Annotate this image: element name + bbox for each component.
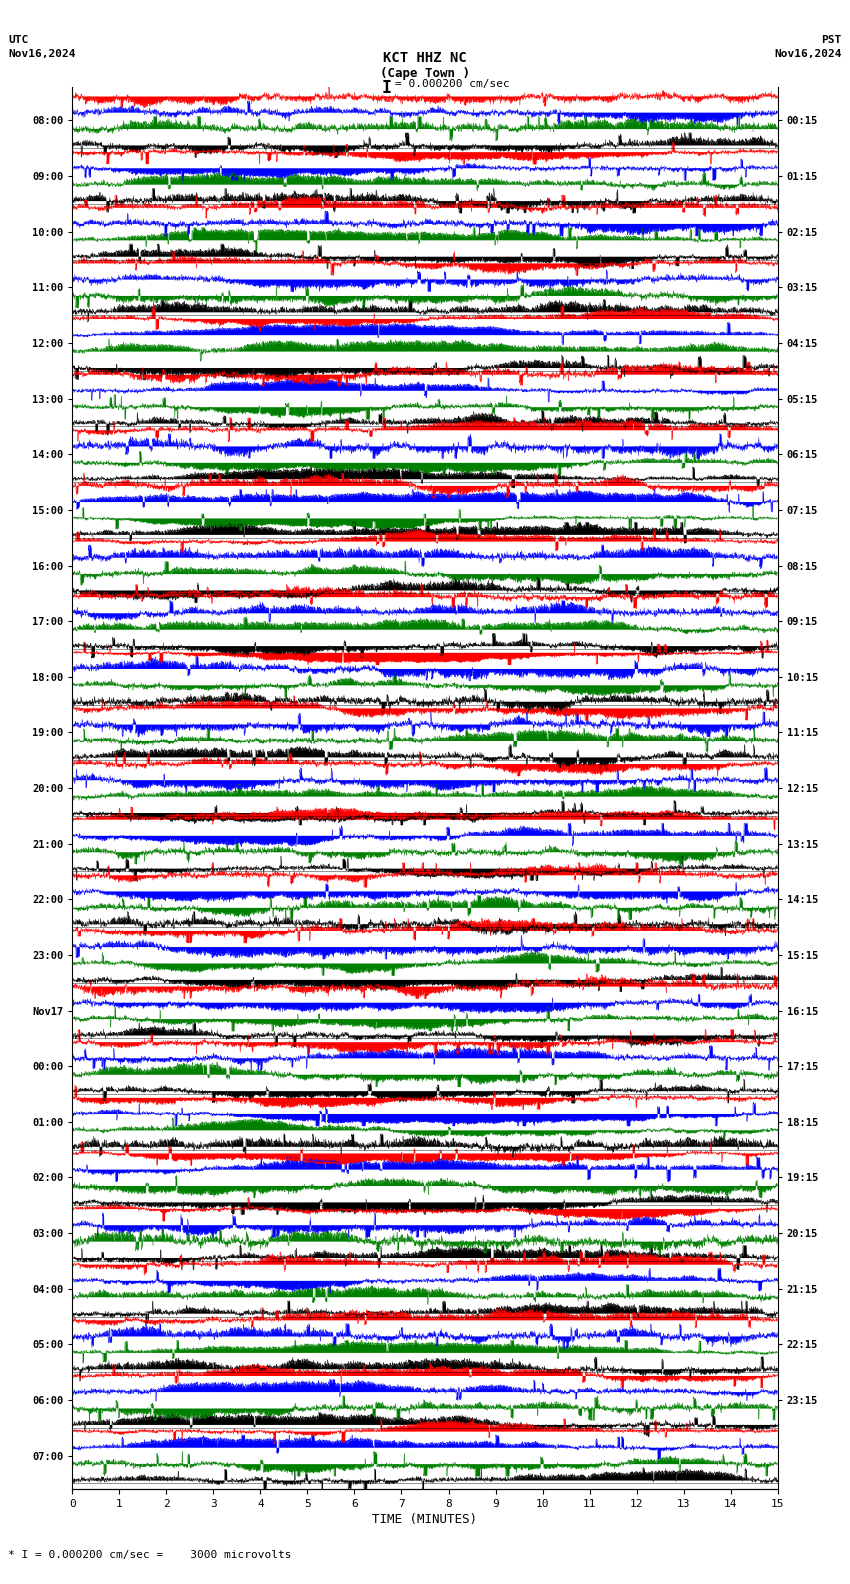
Text: I: I <box>382 79 392 97</box>
Text: Nov16,2024: Nov16,2024 <box>8 49 76 59</box>
Text: KCT HHZ NC: KCT HHZ NC <box>383 51 467 65</box>
Text: PST: PST <box>821 35 842 44</box>
Text: (Cape Town ): (Cape Town ) <box>380 67 470 79</box>
Text: Nov16,2024: Nov16,2024 <box>774 49 842 59</box>
Text: = 0.000200 cm/sec: = 0.000200 cm/sec <box>395 79 510 89</box>
X-axis label: TIME (MINUTES): TIME (MINUTES) <box>372 1513 478 1525</box>
Text: UTC: UTC <box>8 35 29 44</box>
Text: * I = 0.000200 cm/sec =    3000 microvolts: * I = 0.000200 cm/sec = 3000 microvolts <box>8 1551 292 1560</box>
